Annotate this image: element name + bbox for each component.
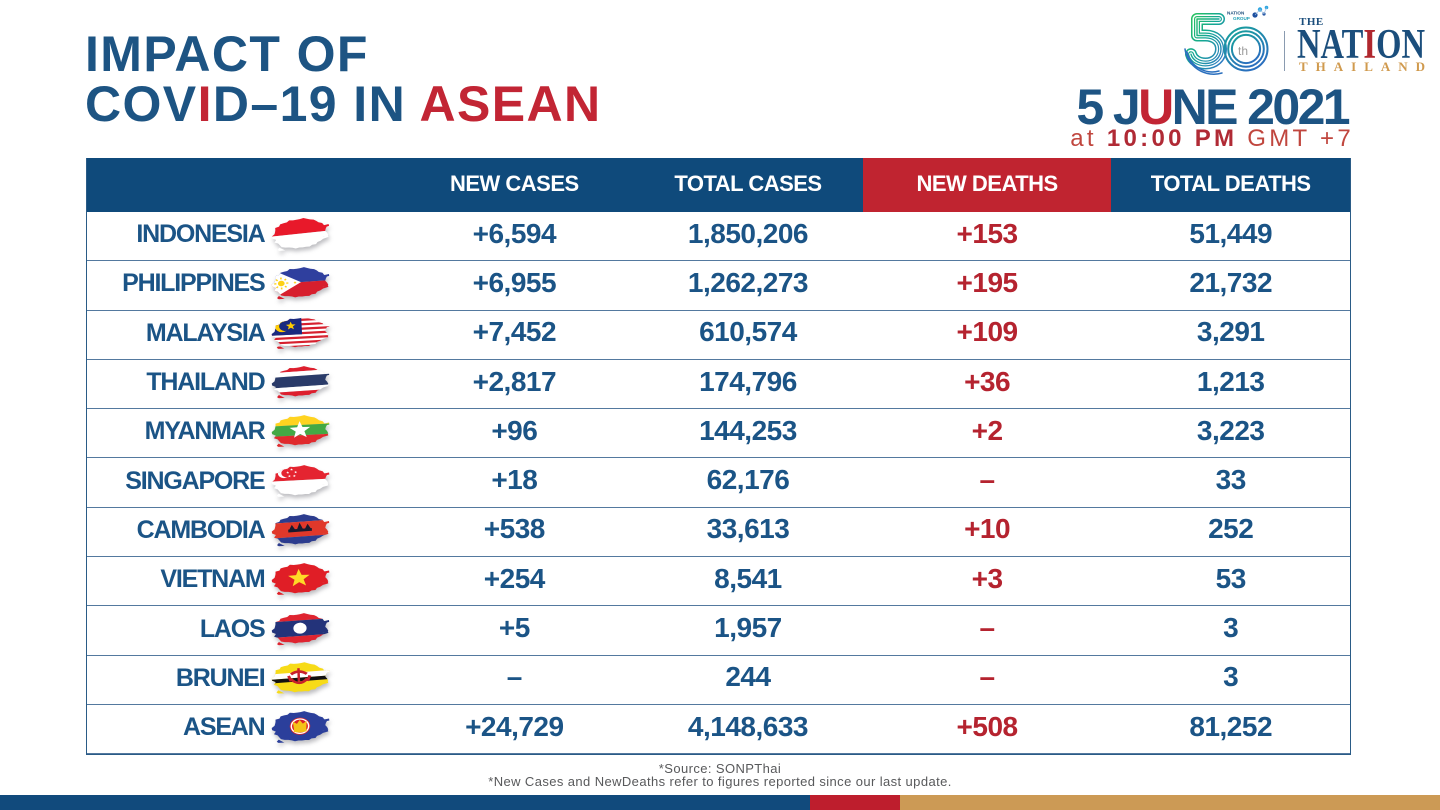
svg-text:GROUP: GROUP [1233, 16, 1250, 21]
svg-text:th: th [1238, 44, 1248, 58]
svg-text:NATION: NATION [1227, 11, 1245, 16]
